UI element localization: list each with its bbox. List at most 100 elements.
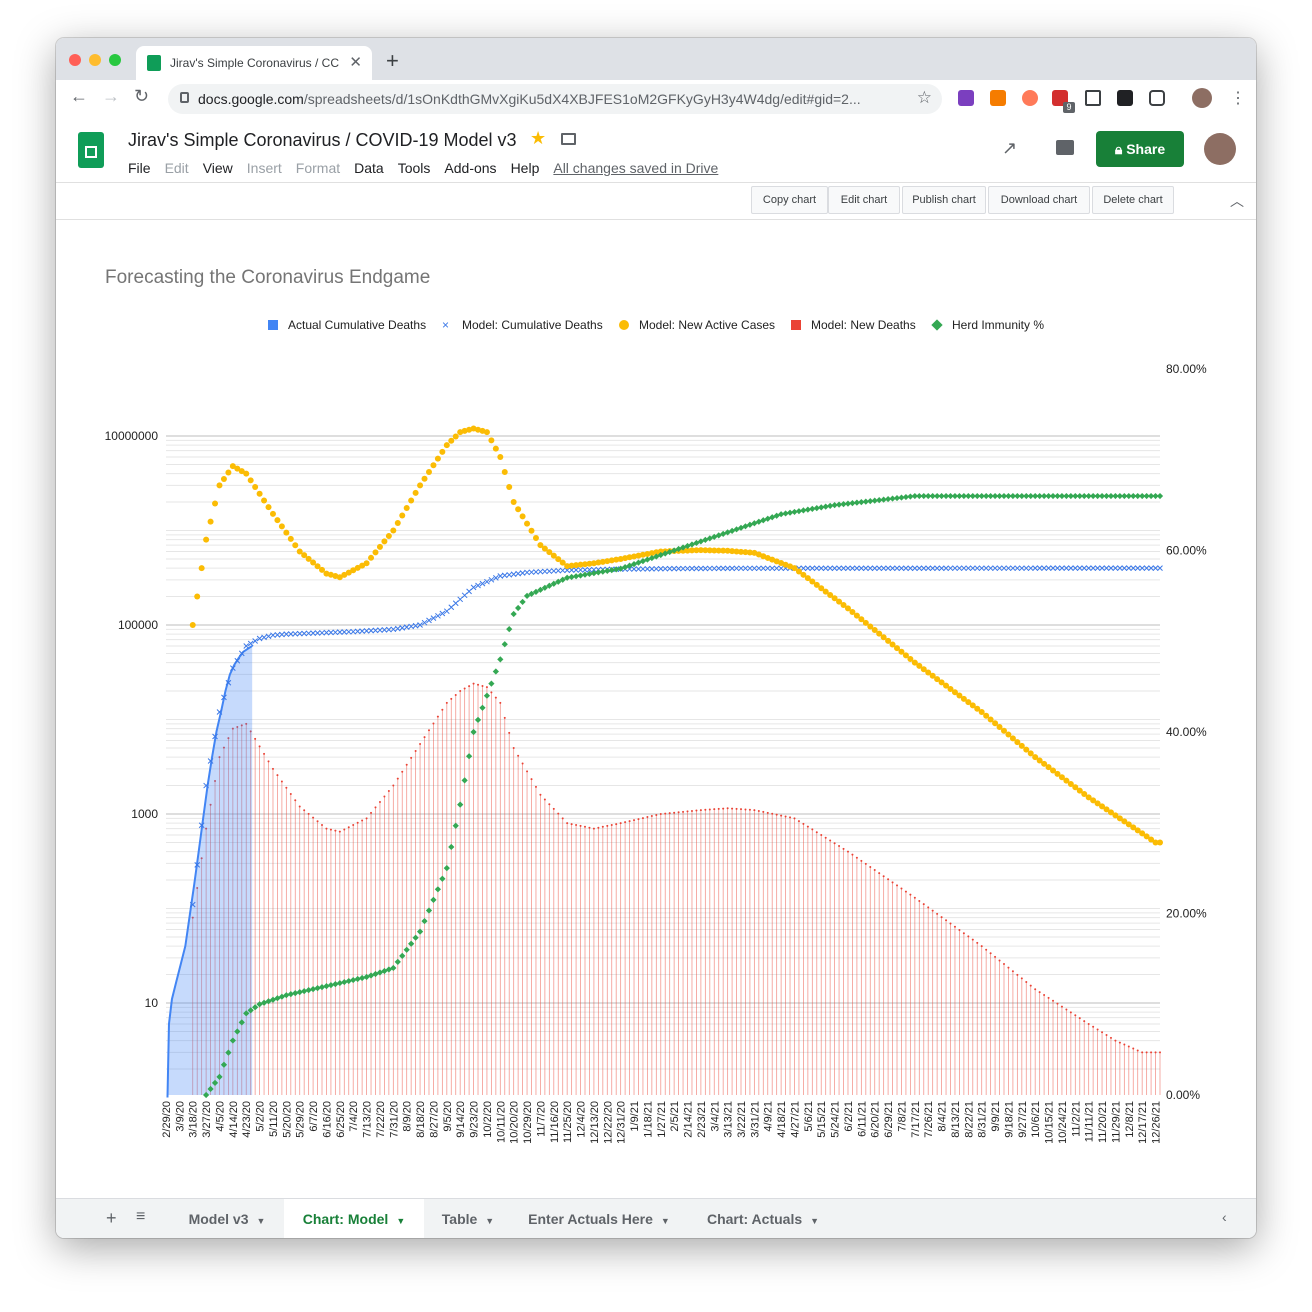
herd-immunity-point [234,1028,241,1035]
herd-immunity-point [439,875,446,882]
new-deaths-point [1074,1014,1077,1017]
copy-chart-button[interactable]: Copy chart [751,186,828,214]
new-deaths-point [240,724,243,727]
herd-immunity-point [871,497,878,504]
new-deaths-point [200,857,203,860]
browser-tab[interactable]: Jirav's Simple Coronavirus / CC ✕ [136,46,372,80]
account-avatar[interactable] [1204,133,1236,165]
menu-edit[interactable]: Edit [164,160,189,176]
edit-chart-button[interactable]: Edit chart [828,186,900,214]
active-cases-point [488,437,495,444]
activity-trend-icon[interactable]: ↗ [1002,138,1018,158]
sheet-tab-model-v3[interactable]: Model v3 ▼ [172,1199,282,1238]
active-cases-point [987,716,994,723]
sheet-tab-enter-actuals[interactable]: Enter Actuals Here ▼ [512,1199,686,1238]
buffer-extension-icon[interactable] [1117,90,1133,106]
active-cases-point [483,429,490,436]
new-deaths-point [624,821,627,824]
document-title[interactable]: Jirav's Simple Coronavirus / COVID-19 Mo… [128,130,517,150]
download-chart-button[interactable]: Download chart [988,186,1090,214]
model-cum-deaths-point [706,565,713,572]
x-axis-tick-label: 6/29/21 [883,1101,895,1138]
close-tab-icon[interactable]: ✕ [349,54,362,71]
new-deaths-point [829,839,832,842]
new-deaths-point [387,790,390,793]
active-cases-point [412,489,419,496]
active-cases-point [363,560,370,567]
model-cum-deaths-point [555,567,562,574]
new-tab-icon[interactable]: + [386,48,399,73]
x-axis-tick-label: 2/14/21 [683,1101,695,1138]
sheet-tab-chart-model[interactable]: Chart: Model ▼ [284,1199,424,1238]
add-sheet-icon[interactable]: + [106,1208,117,1228]
menu-addons[interactable]: Add-ons [444,160,497,176]
back-icon[interactable]: ← [70,86,88,106]
menu-file[interactable]: File [128,160,151,176]
scroll-left-icon[interactable]: ‹ [1222,1209,1227,1225]
model-cum-deaths-point [394,625,401,632]
minimize-window-button[interactable] [89,54,101,66]
model-cum-deaths-point [889,565,896,572]
more-menu-icon[interactable]: ⋮ [1230,90,1246,107]
model-cum-deaths-point [1143,565,1150,571]
sheet-tab-table[interactable]: Table ▼ [426,1199,510,1238]
active-cases-point [911,659,918,666]
new-deaths-point [931,909,934,912]
all-sheets-icon[interactable]: ≡ [136,1208,146,1225]
move-folder-icon[interactable] [561,133,576,145]
model-cum-deaths-point [225,679,232,686]
save-status-link[interactable]: All changes saved in Drive [553,160,719,176]
model-cum-deaths-point [934,565,940,572]
menu-data[interactable]: Data [354,160,384,176]
sheets-logo-icon[interactable] [78,132,104,168]
sheet-tab-chart-actuals[interactable]: Chart: Actuals ▼ [688,1199,838,1238]
new-deaths-point [396,777,399,780]
profile-avatar[interactable] [1192,88,1212,108]
star-icon[interactable]: ★ [530,128,547,148]
herd-immunity-point [252,1004,259,1011]
bookmark-star-icon[interactable]: ☆ [916,88,932,107]
new-deaths-point [583,825,586,828]
active-cases-point [394,519,401,526]
menu-insert[interactable]: Insert [246,160,282,176]
dropdown-caret-icon: ▼ [396,1216,406,1226]
model-cum-deaths-point [965,565,972,572]
delete-chart-button[interactable]: Delete chart [1092,186,1174,214]
active-cases-point [359,562,366,569]
x-axis-tick-label: 8/4/21 [937,1101,949,1132]
maximize-window-button[interactable] [109,54,121,66]
new-deaths-point [1154,1051,1157,1054]
new-deaths-point [851,853,854,856]
active-cases-point [626,554,633,561]
menu-help[interactable]: Help [510,160,540,176]
publish-chart-button[interactable]: Publish chart [902,186,986,214]
menu-tools[interactable]: Tools [397,160,431,176]
share-button[interactable]: 🔒︎ Share [1096,131,1184,167]
collapse-chevron-icon[interactable]: ︿ [1230,193,1244,209]
new-deaths-point [285,786,288,789]
close-window-button[interactable] [69,54,81,66]
pocket-extension-icon[interactable] [1149,90,1165,106]
model-cum-deaths-point [894,565,900,572]
herd-immunity-point [942,492,950,500]
forward-icon[interactable]: → [102,86,120,106]
new-deaths-point [383,795,386,798]
active-cases-point [238,468,245,475]
model-cum-deaths-point [417,622,423,628]
reload-icon[interactable]: ↻ [134,86,150,106]
screenshot-extension-icon[interactable] [1085,90,1101,106]
herd-immunity-point [1090,492,1097,500]
new-deaths-point [802,822,805,825]
comments-icon[interactable] [1056,140,1074,155]
menu-format[interactable]: Format [295,160,341,176]
active-cases-point [1099,803,1106,810]
model-cum-deaths-point [1063,565,1070,572]
onenote-extension-icon[interactable] [958,90,974,106]
herd-immunity-point [1009,492,1017,500]
blogger-extension-icon[interactable] [990,90,1006,106]
address-bar[interactable]: docs.google.com/spreadsheets/d/1sOnKdthG… [168,84,942,114]
new-deaths-point [784,815,787,818]
chart-canvas[interactable]: Forecasting the Coronavirus Endgame Actu… [56,38,1256,1198]
hubspot-extension-icon[interactable] [1022,90,1038,106]
menu-view[interactable]: View [202,160,233,176]
